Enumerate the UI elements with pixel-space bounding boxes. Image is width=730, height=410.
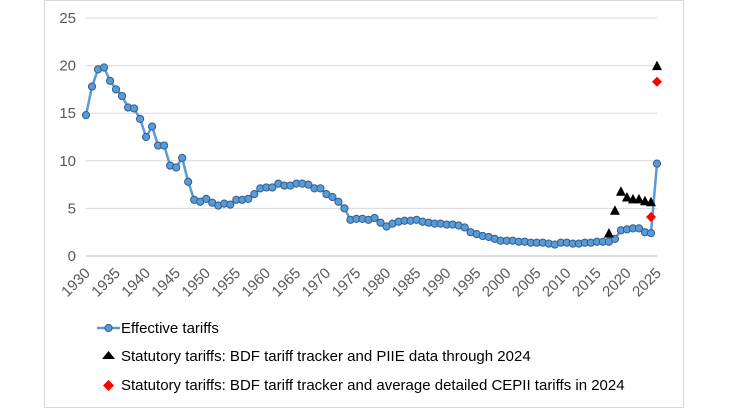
bdf-piie-point xyxy=(603,228,614,238)
bdf-piie-point xyxy=(652,60,662,71)
x-tick-label: 2025 xyxy=(629,265,665,301)
x-tick-label: 1960 xyxy=(239,265,275,301)
x-tick-label: 1940 xyxy=(118,265,154,301)
x-tick-label: 2010 xyxy=(539,265,575,301)
effective-tariff-point xyxy=(172,163,181,172)
effective-tariff-point xyxy=(652,159,662,168)
bdf-piie-point xyxy=(645,196,656,207)
x-tick-label: 1980 xyxy=(359,265,395,301)
bdf-piie-point xyxy=(621,191,632,202)
bdf-piie-point xyxy=(639,195,650,206)
x-tick-label: 2020 xyxy=(599,265,635,301)
effective-tariff-point xyxy=(148,122,157,131)
effective-tariff-point xyxy=(304,180,313,189)
x-tick-label: 1930 xyxy=(58,265,94,301)
bdf-piie-point xyxy=(609,205,620,215)
effective-tariff-point xyxy=(129,104,139,113)
bdf-piie-point xyxy=(633,193,644,204)
x-tick-label: 1935 xyxy=(88,265,124,301)
x-tick-label: 2015 xyxy=(569,265,605,301)
x-tick-label: 1970 xyxy=(299,265,335,301)
effective-tariff-point xyxy=(250,190,259,199)
y-tick-label: 25 xyxy=(59,10,76,27)
effective-tariff-point xyxy=(226,200,235,209)
y-tick-label: 15 xyxy=(59,105,76,122)
legend-item-effective: Effective tariffs xyxy=(97,320,219,337)
x-tick-label: 1995 xyxy=(449,265,485,301)
legend-label-bdf-cepii: Statutory tariffs: BDF tariff tracker an… xyxy=(121,377,625,394)
x-tick-label: 1985 xyxy=(389,265,425,301)
effective-tariff-point xyxy=(328,192,337,202)
effective-tariff-point xyxy=(99,63,109,72)
effective-tariff-point xyxy=(160,141,169,150)
effective-tariff-point xyxy=(646,229,656,238)
effective-tariff-point xyxy=(81,111,91,120)
effective-tariff-point xyxy=(105,76,115,85)
effective-tariff-point xyxy=(376,218,385,227)
x-tick-label: 1945 xyxy=(148,265,184,301)
x-tick-label: 1955 xyxy=(208,265,244,301)
x-tick-label: 1950 xyxy=(178,265,214,301)
effective-tariff-point xyxy=(117,91,127,101)
effective-tariff-point xyxy=(184,177,193,186)
x-tick-label: 2000 xyxy=(479,265,515,301)
y-axis-tick-labels: 0 5 10 15 20 25 xyxy=(59,10,76,265)
effective-tariff-point xyxy=(142,132,151,142)
effective-tariff-point xyxy=(370,213,379,223)
legend-label-bdf-piie: Statutory tariffs: BDF tariff tracker an… xyxy=(121,348,531,365)
effective-tariff-point xyxy=(334,197,343,206)
effective-tariff-point xyxy=(87,82,97,91)
effective-tariff-point xyxy=(178,153,187,163)
effective-tariff-point xyxy=(634,224,644,233)
x-tick-label: 1990 xyxy=(419,265,455,301)
legend-item-bdf-cepii: Statutory tariffs: BDF tariff tracker an… xyxy=(103,377,625,394)
bdf-cepii-point xyxy=(652,76,662,87)
effective-tariff-point xyxy=(340,204,349,213)
legend-circle-marker-icon xyxy=(104,323,113,333)
effective-tariff-point xyxy=(316,184,325,193)
legend: Effective tariffs Statutory tariffs: BDF… xyxy=(97,320,625,394)
y-tick-label: 20 xyxy=(59,58,76,75)
legend-item-bdf-piie: Statutory tariffs: BDF tariff tracker an… xyxy=(102,348,531,365)
legend-label-effective: Effective tariffs xyxy=(121,320,219,337)
y-tick-label: 0 xyxy=(68,248,76,265)
x-axis-tick-labels: 1930193519401945195019551960196519701975… xyxy=(58,265,665,301)
plot-area xyxy=(81,60,662,249)
effective-tariff-point xyxy=(111,85,121,94)
bdf-cepii-point xyxy=(645,211,656,222)
effective-tariff-point xyxy=(135,114,145,124)
legend-triangle-marker-icon xyxy=(102,351,115,359)
bdf-piie-point xyxy=(615,186,626,196)
y-tick-label: 5 xyxy=(68,200,76,217)
x-tick-label: 2005 xyxy=(509,265,545,301)
effective-tariff-point xyxy=(268,183,277,192)
x-tick-label: 1965 xyxy=(269,265,305,301)
effective-tariff-point xyxy=(244,194,253,203)
legend-diamond-marker-icon xyxy=(103,380,114,391)
effective-tariff-point xyxy=(202,194,211,203)
x-tick-label: 1975 xyxy=(329,265,365,301)
chart-frame xyxy=(44,0,684,408)
effective-tariff-point xyxy=(460,223,469,232)
y-tick-label: 10 xyxy=(59,153,76,170)
